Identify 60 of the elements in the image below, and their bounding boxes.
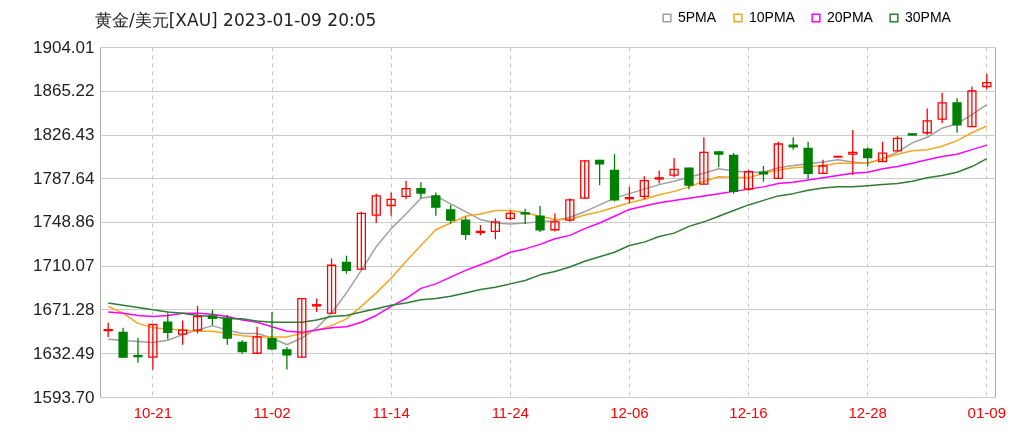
y-tick-label: 1748.86 — [33, 212, 95, 232]
candlestick — [326, 257, 337, 315]
candlestick — [490, 217, 501, 240]
x-tick-label: 11-24 — [491, 403, 529, 421]
candlestick — [386, 191, 396, 217]
candlestick — [401, 180, 411, 200]
candlestick — [148, 323, 158, 371]
candlestick — [937, 92, 947, 124]
candlestick — [967, 85, 977, 128]
candlestick — [282, 346, 292, 371]
candlestick — [550, 212, 560, 233]
x-tick-label: 11-02 — [253, 403, 291, 421]
candlestick — [163, 312, 173, 340]
candlestick — [178, 319, 188, 346]
x-tick-label: 12-16 — [729, 403, 768, 421]
candlestick — [580, 159, 590, 200]
candlestick — [565, 197, 575, 223]
candlestick — [922, 107, 932, 136]
candlestick — [267, 311, 277, 352]
y-tick-label: 1593.70 — [33, 387, 95, 407]
candlestick — [252, 326, 262, 355]
candlestick — [773, 141, 783, 180]
candlestick — [669, 157, 679, 178]
candlestick — [699, 136, 709, 186]
y-tick-label: 1787.64 — [33, 168, 95, 188]
candlestick — [818, 159, 828, 175]
legend-label: 30PMA — [905, 9, 952, 25]
candlestick — [848, 129, 858, 176]
candlestick — [341, 255, 352, 275]
candlestick — [222, 314, 232, 346]
candlestick — [297, 297, 307, 359]
y-tick-label: 1710.07 — [33, 256, 95, 276]
candlestick — [133, 337, 143, 364]
candlestick — [639, 175, 649, 200]
y-tick-label: 1904.01 — [33, 37, 95, 57]
x-tick-label: 12-06 — [610, 403, 649, 421]
candlestick — [431, 191, 441, 217]
x-tick-label: 01-09 — [967, 403, 1006, 421]
legend-label: 20PMA — [827, 9, 874, 25]
y-tick-label: 1671.28 — [33, 300, 95, 319]
x-tick-label: 11-14 — [372, 403, 410, 421]
candlestick — [877, 141, 888, 163]
legend-label: 5PMA — [678, 9, 717, 25]
y-tick-label: 1865.22 — [33, 81, 95, 101]
candlestick — [863, 146, 873, 168]
candlestick — [535, 205, 545, 233]
candlestick — [446, 204, 456, 225]
candlestick — [416, 181, 426, 199]
candlestick — [743, 169, 754, 192]
candlestick — [952, 97, 962, 134]
x-tick-label: 12-28 — [848, 403, 887, 421]
candlestick — [371, 192, 381, 224]
x-tick-label: 10-21 — [133, 403, 173, 421]
chart-title: 黄金/美元[XAU] 2023-01-09 20:05 — [95, 9, 377, 32]
y-tick-label: 1826.43 — [33, 125, 95, 144]
legend-label: 10PMA — [749, 9, 796, 25]
y-tick-label: 1632.49 — [33, 343, 95, 363]
candlestick — [356, 211, 366, 271]
candlestick — [460, 216, 471, 241]
candlestick — [192, 305, 203, 335]
